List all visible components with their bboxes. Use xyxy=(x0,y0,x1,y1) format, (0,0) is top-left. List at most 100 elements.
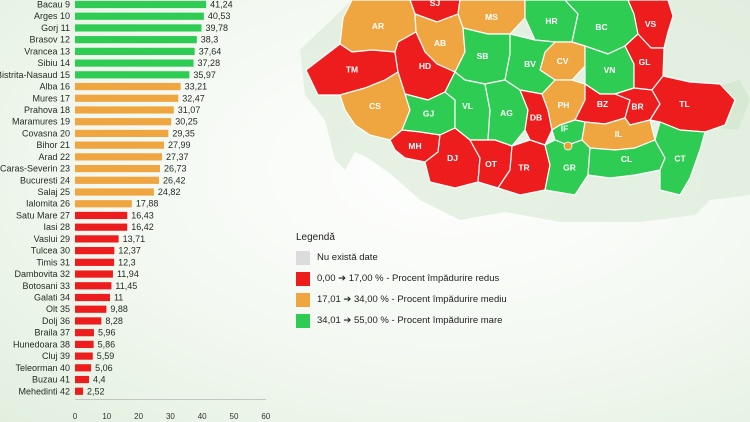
value-label: 38,3 xyxy=(201,35,219,45)
value-label: 11 xyxy=(114,293,123,303)
bar-30 xyxy=(75,352,93,360)
category-label: Bihor 21 xyxy=(36,140,70,150)
category-label: Dolj 36 xyxy=(42,316,70,326)
bar-4 xyxy=(75,47,195,55)
category-label: Galati 34 xyxy=(34,293,70,303)
category-label: Arad 22 xyxy=(38,152,70,162)
category-label: Sibiu 14 xyxy=(37,58,70,68)
legend-swatch xyxy=(296,271,310,286)
value-label: 40,53 xyxy=(208,11,231,21)
bar-7 xyxy=(75,82,181,91)
value-label: 5,96 xyxy=(98,328,116,338)
category-label: Teleorman 40 xyxy=(15,363,70,373)
category-label: Hunedoara 38 xyxy=(13,339,70,349)
bar-5 xyxy=(75,59,194,67)
value-label: 39,78 xyxy=(206,23,229,33)
category-label: Timis 31 xyxy=(36,257,70,267)
legend-label: Nu există date xyxy=(317,252,378,263)
county-label-PH: PH xyxy=(558,100,570,110)
county-TL[interactable] xyxy=(649,75,736,133)
legend-swatch xyxy=(296,313,310,328)
romania-map: SJ MS HR BC VS AR AB CV SB BV VN GL TM HD CS GJ VL AG DB PH… xyxy=(300,0,750,222)
value-label: 5,86 xyxy=(98,339,116,349)
county-CT[interactable] xyxy=(654,121,706,196)
bar-17 xyxy=(75,200,132,208)
bar-27 xyxy=(75,317,102,325)
value-label: 37,28 xyxy=(198,58,221,68)
value-label: 4,4 xyxy=(93,375,106,385)
bar-29 xyxy=(75,340,94,348)
value-label: 24,82 xyxy=(158,187,181,197)
bar-25 xyxy=(75,293,110,302)
value-label: 26,42 xyxy=(163,175,186,185)
category-label: Satu Mare 27 xyxy=(16,210,70,220)
value-label: 41,24 xyxy=(210,0,233,10)
value-label: 13,71 xyxy=(123,234,146,244)
value-label: 30,25 xyxy=(175,117,198,127)
legend-label: 0,00 ➔ 17,00 % - Procent împădurire redu… xyxy=(317,273,500,284)
legend-swatch xyxy=(296,292,310,307)
bar-24 xyxy=(75,282,112,290)
bar-14 xyxy=(75,164,160,173)
category-label: Brasov 12 xyxy=(29,35,70,45)
county-label-AR: AR xyxy=(372,21,384,31)
category-label: Caras-Severin 23 xyxy=(0,164,70,174)
county-label-MS: MS xyxy=(485,12,498,22)
category-label: Vrancea 13 xyxy=(24,46,70,56)
legend-label: 17,01 ➔ 34,00 % - Procent împădurire med… xyxy=(317,294,507,305)
county-label-BZ: BZ xyxy=(597,99,608,109)
legend-item-medium: 17,01 ➔ 34,00 % - Procent împădurire med… xyxy=(296,290,507,309)
county-label-BC: BC xyxy=(595,22,607,32)
category-label: Botosani 33 xyxy=(22,281,70,291)
county-label-BV: BV xyxy=(524,59,536,69)
category-label: Arges 10 xyxy=(34,11,70,21)
value-label: 33,21 xyxy=(185,82,208,92)
county-label-DJ: DJ xyxy=(447,153,458,163)
county-label-TM: TM xyxy=(346,65,358,75)
category-label: Covasna 20 xyxy=(22,128,70,138)
value-label: 37,64 xyxy=(199,46,222,56)
bar-chart: Bacau 9 41,24 Arges 10 40,53 Gorj 11 39,78 Bra… xyxy=(0,0,271,421)
category-label: Bucuresti 24 xyxy=(20,175,70,185)
bar-21 xyxy=(75,247,115,255)
bar-19 xyxy=(75,223,128,231)
value-label: 5,06 xyxy=(95,363,113,373)
value-label: 32,47 xyxy=(182,93,205,103)
county-label-IF: IF xyxy=(561,124,569,134)
legend-label: 34,01 ➔ 55,00 % - Procent împădurire mar… xyxy=(317,315,503,326)
county-label-TL: TL xyxy=(679,99,689,109)
county-label-VL: VL xyxy=(462,101,473,111)
bar-33 xyxy=(75,387,84,395)
x-tick-label: 10 xyxy=(102,412,111,421)
value-label: 9,88 xyxy=(110,304,128,314)
county-label-BR: BR xyxy=(631,102,643,112)
county-label-OT: OT xyxy=(485,159,498,169)
county-label-VS: VS xyxy=(645,19,657,29)
county-label-CS: CS xyxy=(369,101,381,111)
bar-1 xyxy=(75,12,204,20)
category-label: Salaj 25 xyxy=(37,187,70,197)
bar-12 xyxy=(75,141,165,149)
county-label-GL: GL xyxy=(639,57,651,67)
value-label: 27,99 xyxy=(168,140,191,150)
value-label: 16,43 xyxy=(131,210,154,220)
category-label: Alba 16 xyxy=(39,82,70,92)
county-label-CV: CV xyxy=(557,56,569,66)
county-label-TR: TR xyxy=(518,163,529,173)
bar-3 xyxy=(75,36,197,44)
county-label-IL: IL xyxy=(615,129,623,139)
bar-16 xyxy=(75,188,154,196)
value-label: 29,35 xyxy=(172,128,195,138)
county-label-GJ: GJ xyxy=(423,109,435,119)
x-tick-label: 30 xyxy=(166,412,175,421)
county-label-GR: GR xyxy=(563,163,576,173)
county-AG[interactable] xyxy=(484,79,529,147)
county-label-HD: HD xyxy=(419,61,431,71)
legend-item-low: 0,00 ➔ 17,00 % - Procent împădurire redu… xyxy=(296,269,507,288)
bar-18 xyxy=(75,211,128,220)
bar-31 xyxy=(75,364,92,372)
category-label: Maramures 19 xyxy=(12,117,70,127)
bar-6 xyxy=(75,71,190,79)
bar-32 xyxy=(75,375,89,384)
legend-title: Legendă xyxy=(296,232,335,243)
